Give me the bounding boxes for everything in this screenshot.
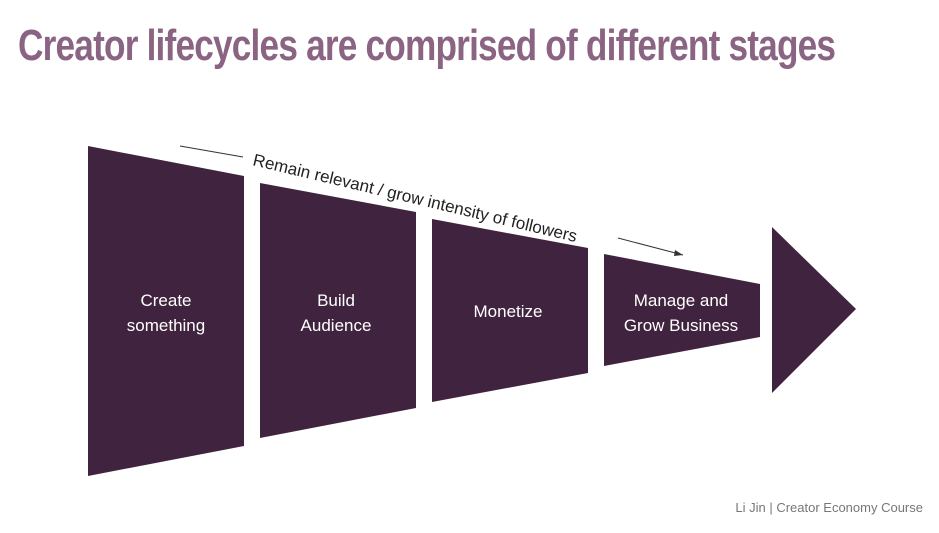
stage-label-line2: Grow Business [624,316,738,335]
stage-monetize: Monetize [432,219,588,402]
stage-label-line1: Manage and [634,291,729,310]
stage-label-line2: Audience [301,316,372,335]
slide-title: Creator lifecycles are comprised of diff… [18,21,836,70]
stage-create-something: Create something [88,146,244,476]
stage-label-line1: Create [140,291,191,310]
arrow-line-right [617,237,684,256]
stage-manage-grow-business: Manage and Grow Business [604,254,760,366]
stage-label-line1: Monetize [474,302,543,321]
stage-shape [88,146,244,476]
stage-shape [260,183,416,438]
stage-shape [604,254,760,366]
stage-label-line1: Build [317,291,355,310]
stage-shape [432,219,588,402]
stage-build-audience: Build Audience [260,183,416,438]
arrow-head [772,227,856,393]
stage-label-line2: something [127,316,205,335]
arrow-line-left [179,145,244,158]
arrow-line-head [674,250,683,256]
progress-arrow: Remain relevant / grow intensity of foll… [179,145,684,256]
footer-credit: Li Jin | Creator Economy Course [735,500,923,515]
